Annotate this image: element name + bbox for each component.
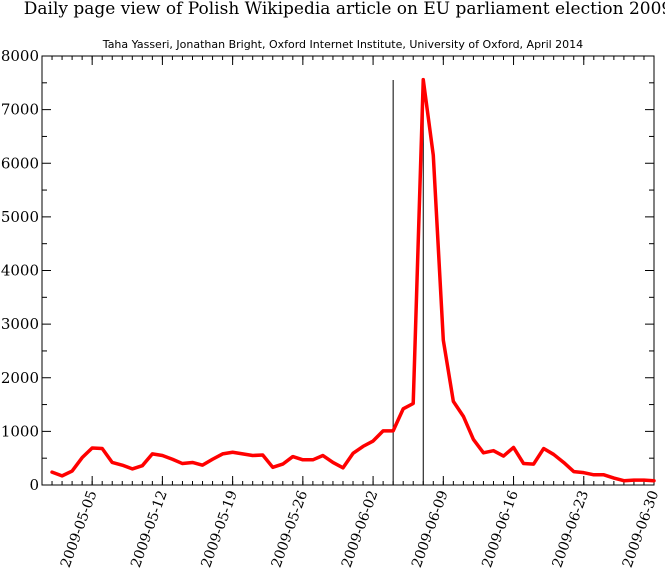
chart-title: Daily page view of Polish Wikipedia arti…: [24, 0, 665, 19]
x-tick-label: 2009-05-26: [269, 488, 312, 569]
x-tick-label: 2009-06-09: [409, 489, 452, 570]
y-tick-label: 8000: [1, 47, 39, 65]
plot-area-frame: [41, 55, 655, 486]
y-tick-label: 0: [29, 476, 39, 494]
x-tick-label: 2009-06-02: [339, 489, 382, 570]
y-tick-label: 7000: [1, 101, 39, 119]
y-tick-label: 5000: [1, 208, 39, 226]
data-series: [50, 77, 656, 483]
y-tick-label: 1000: [1, 422, 39, 440]
y-axis: 0 1000 2000 3000 4000 5000 6000 7000 8000: [1, 47, 654, 494]
vertical-markers: [392, 80, 424, 485]
x-tick-label: 2009-05-12: [128, 489, 171, 570]
y-tick-label: 3000: [1, 315, 39, 333]
x-tick-label: 2009-05-05: [58, 489, 101, 570]
x-tick-label: 2009-06-16: [479, 488, 522, 569]
y-tick-label: 4000: [1, 262, 39, 280]
x-tick-label: 2009-06-23: [549, 489, 592, 570]
x-axis: 2009-05-05 2009-05-12 2009-05-19 2009-05-26…: [51, 56, 663, 570]
x-tick-label: 2009-06-30: [620, 489, 663, 570]
x-tick-label: 2009-05-19: [198, 489, 241, 570]
series-line: [50, 77, 656, 483]
y-tick-label: 2000: [1, 369, 39, 387]
y-tick-label: 6000: [1, 154, 39, 172]
chart-subtitle: Taha Yasseri, Jonathan Bright, Oxford In…: [102, 38, 583, 51]
